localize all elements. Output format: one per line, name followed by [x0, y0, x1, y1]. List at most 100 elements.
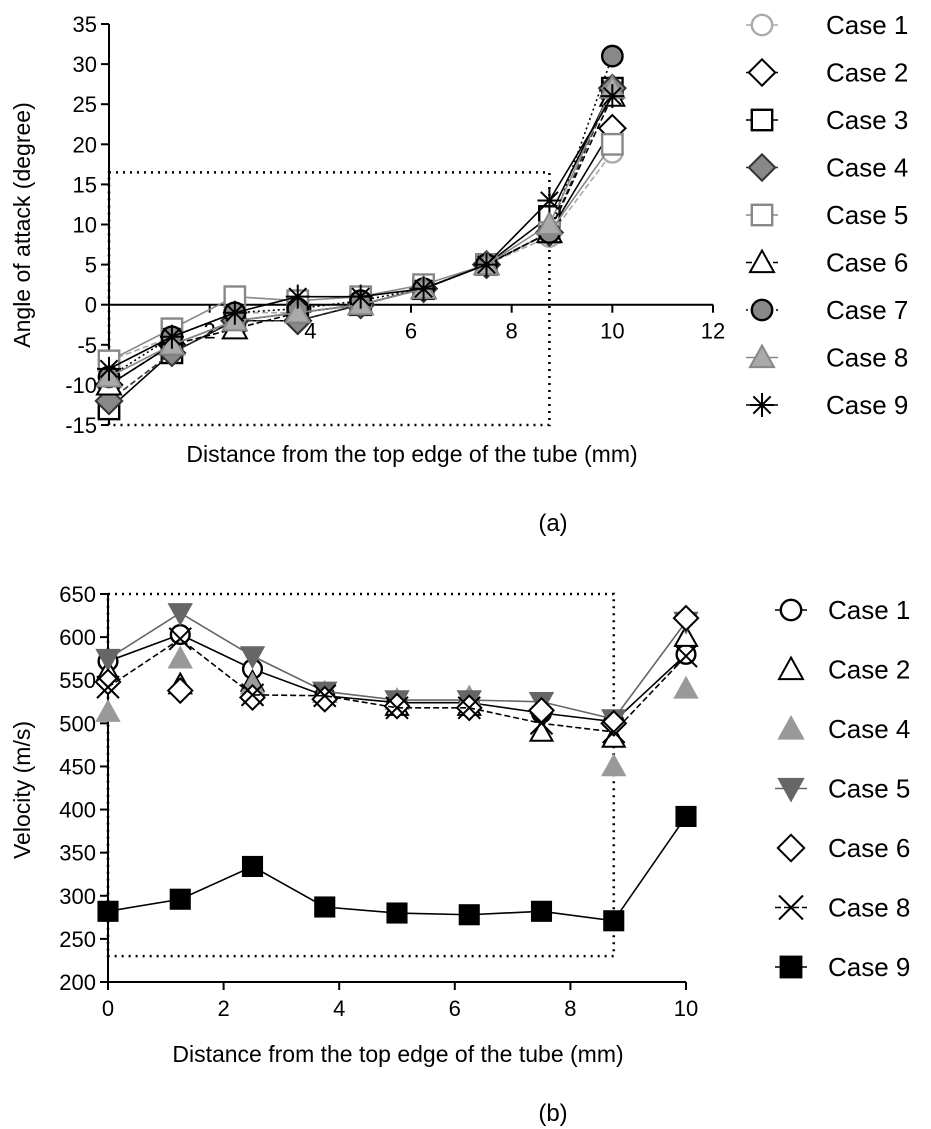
- series-a: [94, 44, 627, 421]
- legend-marker-case-8-b: [778, 894, 804, 921]
- legend-item-case-5-a: Case 5: [746, 200, 908, 230]
- legend-label-case-2-b: Case 2: [828, 655, 910, 685]
- legend-marker-case-4-b: [777, 714, 805, 740]
- x-tick-label-b: 8: [564, 996, 576, 1021]
- series-line-case-4-a: [108, 87, 614, 402]
- legend-item-case-8-a: Case 8: [746, 343, 908, 373]
- chart-panel-b: 200 250 300 350 400 450 500 550 600 650 0 2 4 6 8 10 Di…: [9, 582, 910, 1127]
- legend-marker-case-6-a: [748, 248, 776, 274]
- series-line-case-5-a: [108, 143, 613, 362]
- legend-item-case-2-b: Case 2: [777, 655, 910, 685]
- legend-label-case-3-a: Case 3: [826, 105, 908, 135]
- data-point-case-9-b: [169, 888, 191, 910]
- panel-label-b: (b): [538, 1100, 567, 1127]
- series-case-3-a: [97, 76, 624, 421]
- legend-label-case-2-a: Case 2: [826, 58, 908, 88]
- data-point-case-8-b: [602, 720, 626, 744]
- data-point-case-1-b: [675, 643, 697, 665]
- y-tick-label-a: -5: [77, 333, 97, 358]
- legend-label-case-9-a: Case 9: [826, 390, 908, 420]
- legend-marker-case-6-b: [776, 833, 806, 863]
- legend-label-case-8-b: Case 8: [828, 893, 910, 923]
- legend-label-case-7-a: Case 7: [826, 295, 908, 325]
- y-tick-label-a: 5: [85, 253, 97, 278]
- data-point-case-9-a: [285, 284, 310, 309]
- data-point-case-7-a: [600, 44, 624, 68]
- legend-b: Case 1 Case 2 Case 4 Case 5 Case 6 Case 8 Case…: [775, 595, 910, 982]
- data-point-case-6-b: [311, 685, 339, 713]
- data-point-case-2-b: [673, 624, 699, 647]
- x-tick-label-a: 12: [701, 319, 725, 344]
- legend-marker-case-9-a: [750, 393, 774, 417]
- series-line-case-3-a: [108, 87, 614, 410]
- legend-item-case-1-b: Case 1: [775, 595, 910, 625]
- data-point-case-9-a: [411, 276, 436, 301]
- legend-marker-case-4-a: [747, 152, 777, 183]
- y-tick-label-b: 300: [59, 884, 96, 909]
- x-tick-label-a: 8: [506, 319, 518, 344]
- data-point-case-8-b: [385, 696, 409, 720]
- legend-marker-case-8-a: [748, 343, 776, 369]
- y-tick-label-b: 500: [59, 711, 96, 736]
- data-point-case-4-b: [95, 699, 121, 722]
- data-point-case-8-b: [674, 644, 698, 668]
- y-tick-label-b: 600: [59, 625, 96, 650]
- legend-marker-case-2-b: [777, 655, 805, 681]
- legend-marker-case-5-a: [750, 203, 774, 227]
- x-tick-label-a: 10: [600, 319, 624, 344]
- legend-item-case-4-b: Case 4: [777, 714, 910, 744]
- data-point-case-9-a: [222, 300, 247, 325]
- y-tick-label-b: 200: [59, 970, 96, 995]
- legend-label-case-1-b: Case 1: [828, 595, 910, 625]
- series-b: [94, 603, 700, 932]
- y-axis-label-a: Angle of attack (degree): [9, 102, 35, 347]
- series-case-6-b: [94, 604, 700, 737]
- data-point-case-5-b: [167, 603, 193, 627]
- series-line-case-1-a: [108, 151, 613, 362]
- legend-marker-case-1-b: [779, 598, 803, 622]
- data-point-case-9-a: [474, 252, 499, 277]
- legend-label-case-9-b: Case 9: [828, 952, 910, 982]
- series-line-case-8-b: [107, 637, 687, 733]
- y-axis-label-b: Velocity (m/s): [9, 721, 35, 859]
- legend-marker-case-7-a: [750, 298, 774, 322]
- legend-item-case-8-b: Case 8: [775, 893, 910, 923]
- series-case-8-b: [96, 627, 698, 744]
- data-point-case-4-b: [601, 753, 627, 777]
- data-point-case-5-a: [600, 132, 624, 156]
- legend-item-case-5-b: Case 5: [775, 774, 910, 804]
- data-point-case-8-a: [535, 210, 564, 236]
- legend-marker-case-2-a: [747, 57, 777, 88]
- legend-item-case-2-a: Case 2: [746, 58, 908, 88]
- y-tick-label-b: 250: [59, 927, 96, 952]
- data-point-case-4-b: [673, 675, 699, 699]
- data-point-case-8-a: [284, 298, 312, 324]
- y-tick-label-a: 0: [85, 293, 97, 318]
- data-point-case-9-a: [537, 188, 562, 213]
- axes-b: 200 250 300 350 400 450 500 550 600 650 0 2 4 6 8 10: [59, 582, 698, 1021]
- legend-item-case-9-a: Case 9: [746, 390, 908, 420]
- legend-item-case-6-b: Case 6: [776, 833, 910, 863]
- series-line-case-6-a: [108, 95, 614, 386]
- legend-item-case-6-a: Case 6: [746, 248, 908, 278]
- data-point-case-6-b: [600, 709, 628, 737]
- legend-label-case-4-b: Case 4: [828, 714, 910, 744]
- legend-item-case-4-a: Case 4: [746, 153, 908, 183]
- data-point-case-9-b: [97, 900, 119, 922]
- legend-marker-case-9-b: [779, 955, 803, 979]
- data-point-case-5-b: [95, 648, 121, 672]
- y-tick-label-b: 350: [59, 841, 96, 866]
- data-point-case-8-b: [96, 675, 120, 699]
- y-tick-label-a: -15: [65, 413, 97, 438]
- x-axis-label-a: Distance from the top edge of the tube (…: [186, 441, 637, 467]
- y-tick-label-b: 400: [59, 798, 96, 823]
- data-point-case-6-b: [672, 604, 700, 632]
- x-tick-label-b: 2: [217, 996, 229, 1021]
- x-tick-label-a: 6: [405, 319, 417, 344]
- y-tick-label-a: -10: [65, 373, 97, 398]
- data-point-case-5-b: [239, 646, 266, 670]
- legend-label-case-4-a: Case 4: [826, 153, 908, 183]
- legend-marker-case-5-b: [777, 777, 805, 803]
